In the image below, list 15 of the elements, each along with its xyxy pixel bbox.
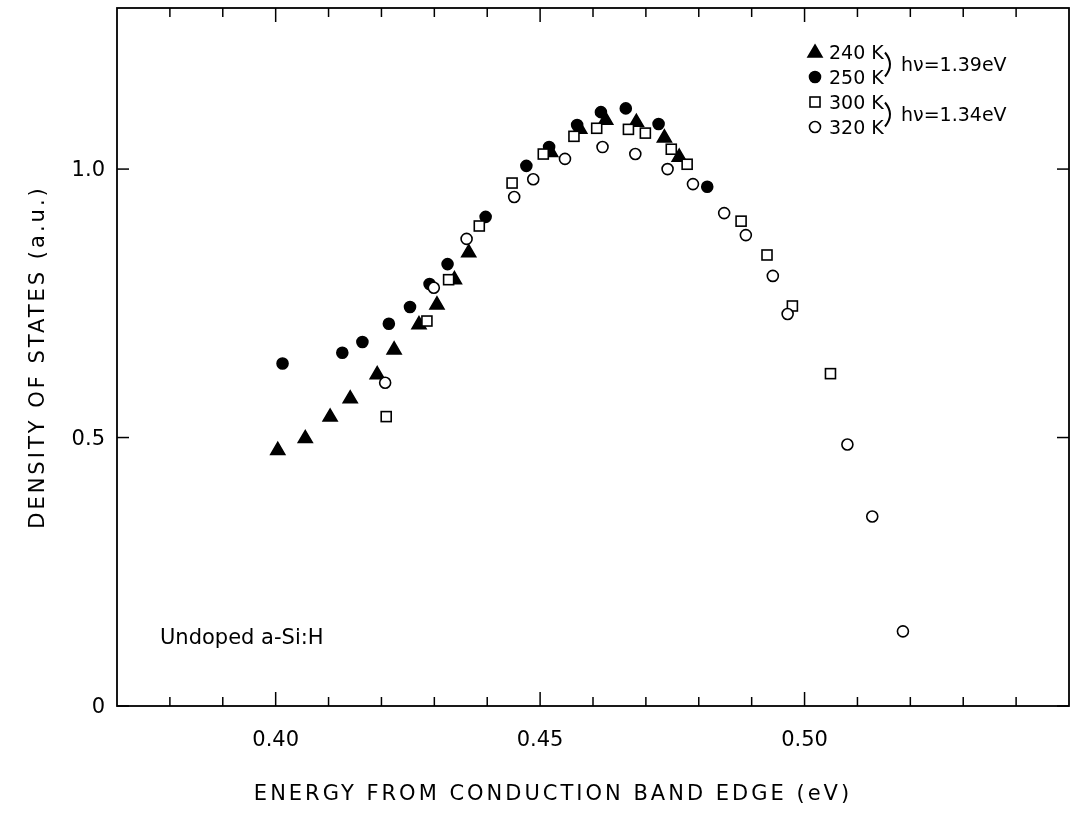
legend-label: 250 K [829, 65, 885, 88]
y-tick-label: 1.0 [71, 157, 105, 182]
y-tick-label: 0.5 [71, 425, 105, 450]
x-tick-label: 0.45 [516, 727, 564, 751]
legend-label: 240 K [829, 40, 885, 63]
annotation: hν=1.39eV [901, 53, 1007, 76]
annotation: hν=1.34eV [901, 103, 1007, 126]
y-tick-label: 0 [91, 694, 105, 719]
x-tick-label: 0.50 [781, 727, 828, 751]
y-axis-title: DENSITY OF STATES (a.u.) [25, 185, 49, 529]
annotation: Undoped a-Si:H [160, 625, 324, 649]
x-axis-title: ENERGY FROM CONDUCTION BAND EDGE (eV) [253, 781, 853, 805]
legend-label: 300 K [829, 90, 885, 113]
legend-label: 320 K [829, 115, 885, 138]
x-tick-label: 0.40 [252, 727, 300, 751]
